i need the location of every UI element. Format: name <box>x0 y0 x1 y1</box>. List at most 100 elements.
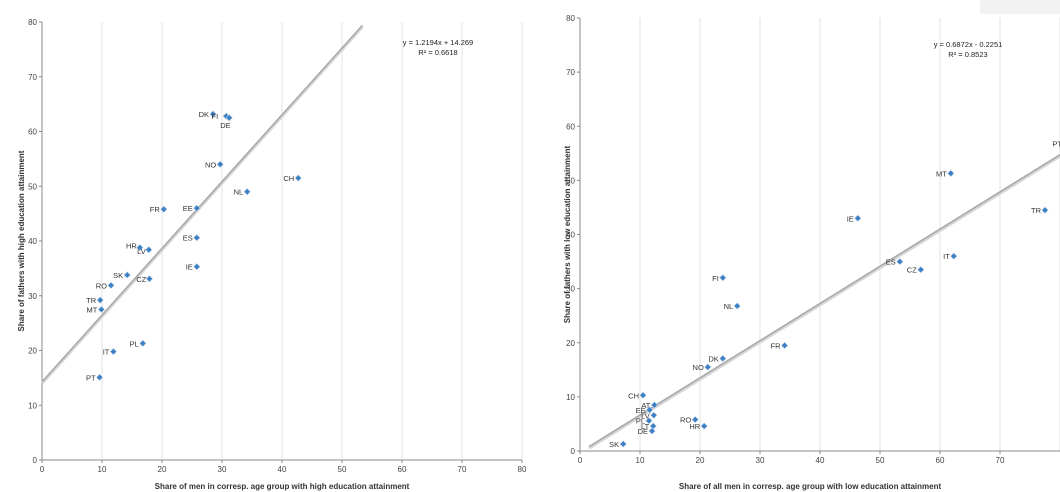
point-marker <box>145 275 154 283</box>
data-point-hr: HR <box>126 242 144 252</box>
data-point-cz: CZ <box>907 266 925 275</box>
data-point-de: DE <box>638 427 656 436</box>
x-tick-label: 40 <box>816 456 825 465</box>
data-point-lv: LV <box>641 411 658 420</box>
point-label: FR <box>771 341 782 350</box>
point-marker <box>96 296 104 304</box>
point-marker <box>139 339 147 348</box>
data-point-ro: RO <box>96 281 115 290</box>
data-point-fi: FI <box>712 274 727 283</box>
data-point-ee: EE <box>183 204 201 213</box>
point-marker <box>639 391 647 399</box>
x-tick-label: 10 <box>98 465 107 474</box>
point-label: MT <box>936 169 947 178</box>
y-tick-label: 40 <box>28 237 37 246</box>
trendline-shadow <box>588 154 1060 450</box>
data-point-tr: TR <box>86 296 104 305</box>
y-tick-label: 0 <box>33 456 38 465</box>
point-marker <box>619 440 627 448</box>
point-label: IT <box>943 252 950 261</box>
point-marker <box>645 406 654 414</box>
point-label: PT <box>1052 140 1060 149</box>
x-tick-label: 70 <box>996 456 1005 465</box>
data-point-ch: CH <box>628 391 647 400</box>
point-marker <box>650 401 659 409</box>
data-point-tr: TR <box>1031 206 1049 215</box>
point-label: NO <box>205 160 216 169</box>
point-marker <box>145 246 153 254</box>
point-label: SK <box>609 440 619 449</box>
trendline-line <box>588 153 1060 448</box>
y-tick-label: 10 <box>566 393 575 402</box>
point-marker <box>854 214 862 222</box>
point-label: LV <box>641 411 650 420</box>
data-point-dk: DK <box>708 354 727 363</box>
chart-high-education: 0 10 20 30 40 50 60 70 80 0 10 20 30 40 50 60 70 80 Share … <box>17 18 527 491</box>
y-tick-label: 80 <box>28 18 37 27</box>
data-point-pt: PT <box>1052 140 1060 149</box>
data-point-es: ES <box>886 257 904 267</box>
y-tick-label: 0 <box>571 447 576 456</box>
trendline-shadow <box>40 25 364 385</box>
x-axis-title: Share of all men in corresp. age group w… <box>679 482 942 491</box>
data-point-mt: MT <box>936 169 955 178</box>
y-tick-label: 60 <box>566 122 575 131</box>
x-axis-title: Share of men in corresp. age group with … <box>155 482 410 491</box>
point-label: ES <box>183 234 193 243</box>
point-label: IE <box>847 214 854 223</box>
data-point-pl: PL <box>130 339 147 348</box>
x-tick-label: 0 <box>40 465 45 474</box>
y-tick-label: 30 <box>28 292 37 301</box>
y-tick-label: 10 <box>28 401 37 410</box>
y-tick-label: 50 <box>566 176 575 185</box>
point-label: DE <box>638 427 648 436</box>
point-label: EE <box>183 204 193 213</box>
data-point-sk: SK <box>113 271 131 280</box>
x-tick-label: 10 <box>636 456 645 465</box>
data-point-ee: EE <box>636 406 654 415</box>
point-label: AT <box>641 401 650 410</box>
data-point-hr: HR <box>689 422 708 431</box>
point-label: FR <box>150 205 161 214</box>
point-label: CZ <box>907 266 917 275</box>
data-point-nl: NL <box>724 302 741 311</box>
y-tick-label: 20 <box>566 339 575 348</box>
point-label: TR <box>1031 206 1042 215</box>
x-tick-label: 50 <box>338 465 347 474</box>
point-marker <box>123 271 131 279</box>
point-label: ES <box>886 258 896 267</box>
y-tick-label: 30 <box>566 285 575 294</box>
trendline <box>40 24 364 385</box>
data-point-ro: RO <box>680 416 699 425</box>
y-axis-title: Share of fathers with low education atta… <box>563 145 572 323</box>
point-marker <box>719 274 727 282</box>
point-label: IT <box>103 348 110 357</box>
data-point-mt: MT <box>87 305 106 314</box>
data-point-at: AT <box>641 401 659 410</box>
data-point-ie: IE <box>186 263 201 272</box>
y-tick-label: 60 <box>28 128 37 137</box>
point-marker <box>109 347 118 356</box>
point-label: RO <box>680 416 691 425</box>
y-tick-label: 50 <box>28 182 37 191</box>
x-tick-label: 0 <box>578 456 583 465</box>
point-marker <box>97 305 106 314</box>
point-marker <box>225 114 233 122</box>
point-label: NO <box>693 363 704 372</box>
y-tick-label: 80 <box>566 14 575 23</box>
data-point-it: IT <box>103 347 118 357</box>
point-marker <box>700 422 708 430</box>
point-marker <box>896 257 904 266</box>
y-tick-label: 40 <box>566 231 575 240</box>
data-point-no: NO <box>205 160 224 169</box>
top-right-blank-area <box>980 0 1060 14</box>
point-marker <box>294 174 302 182</box>
data-point-pl: PL <box>636 417 653 426</box>
x-tick-label: 30 <box>756 456 765 465</box>
data-point-pt: PT <box>86 373 104 382</box>
point-label: FI <box>212 112 219 121</box>
point-label: LV <box>137 247 146 256</box>
